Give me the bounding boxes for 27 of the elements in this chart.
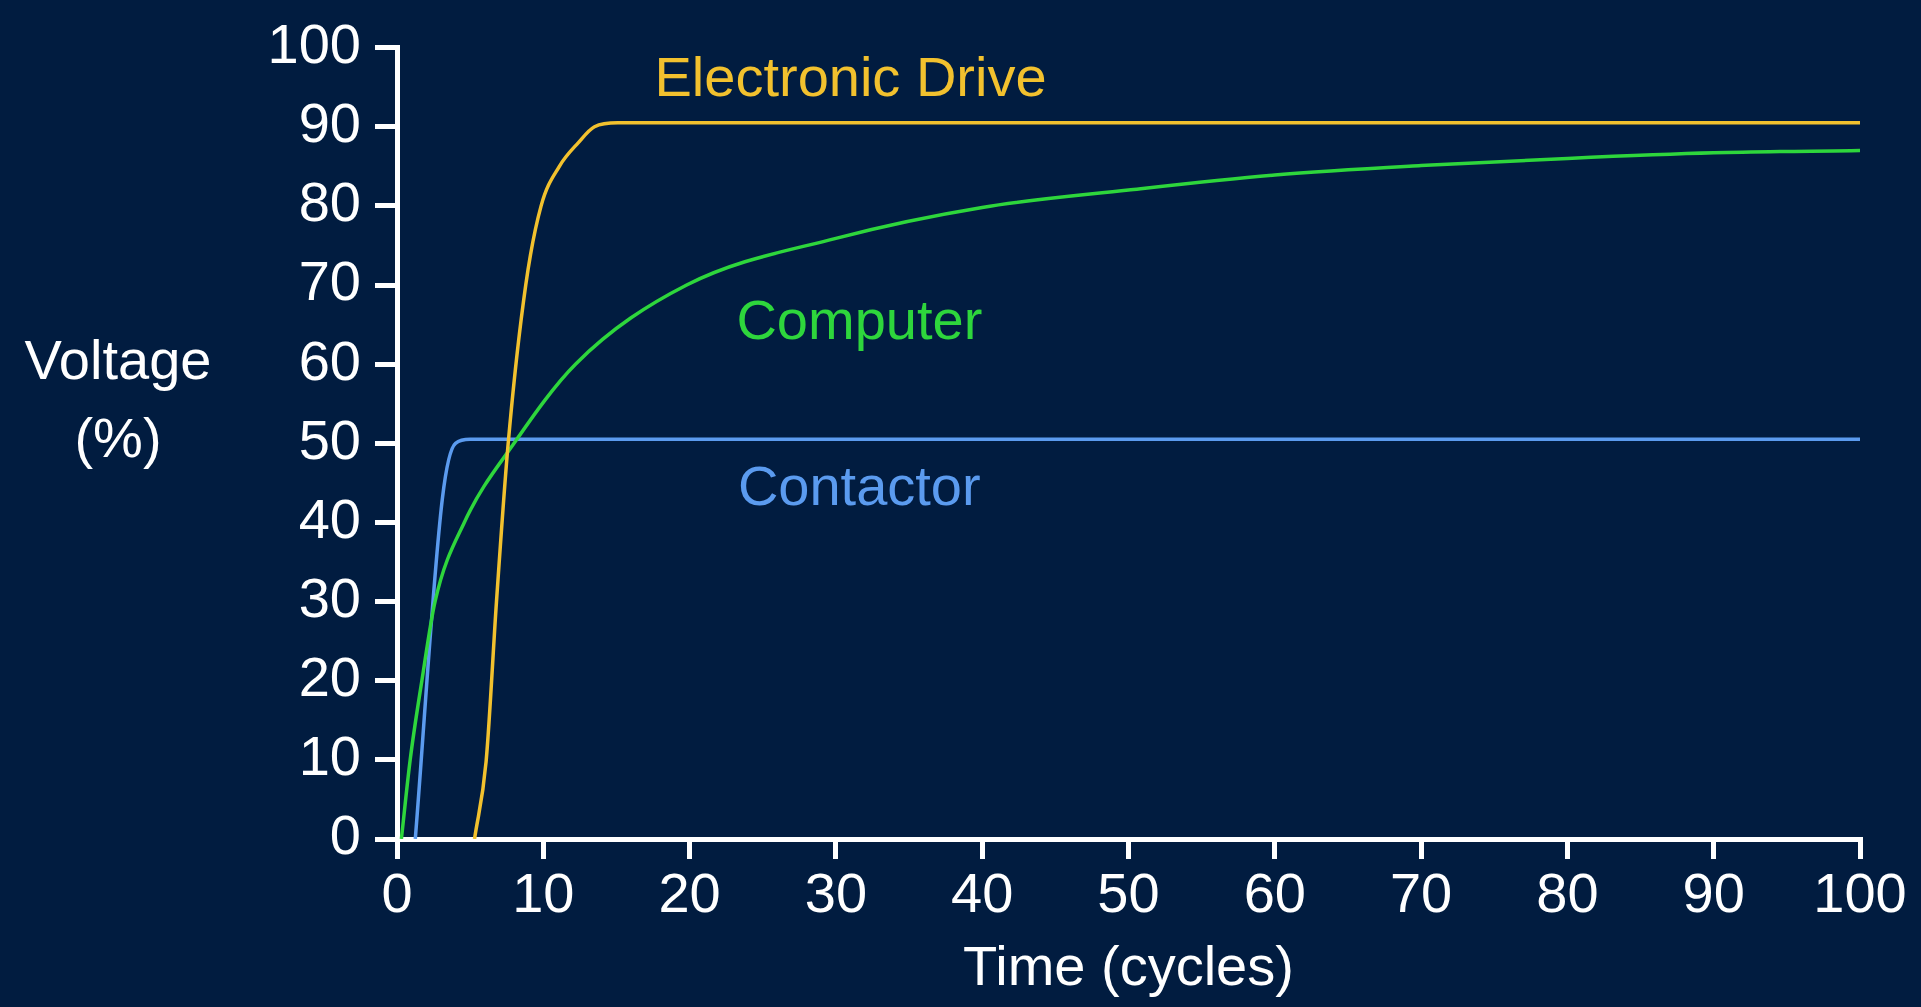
y-tick-label: 20 bbox=[298, 645, 361, 709]
x-tick-label: 0 bbox=[381, 861, 413, 925]
y-tick-label: 30 bbox=[298, 566, 361, 630]
y-tick-label: 70 bbox=[298, 249, 361, 313]
series-label: Contactor bbox=[737, 453, 981, 517]
y-tick-label: 60 bbox=[298, 328, 361, 392]
y-axis-title: Voltage (%) bbox=[24, 327, 212, 469]
x-tick-label: 10 bbox=[512, 861, 575, 925]
y-tick-label: 100 bbox=[267, 12, 361, 76]
y-tick-label: 40 bbox=[298, 486, 361, 550]
x-tick-label: 100 bbox=[1813, 861, 1907, 925]
x-tick-label: 70 bbox=[1389, 861, 1453, 925]
x-tick-label: 40 bbox=[951, 861, 1014, 925]
series-label: Electronic Drive bbox=[654, 45, 1047, 109]
x-tick-label: 90 bbox=[1682, 861, 1745, 925]
y-tick-label: 10 bbox=[298, 724, 361, 788]
x-tick-label: 80 bbox=[1536, 861, 1599, 925]
series-label: Computer bbox=[736, 287, 983, 351]
x-tick-label: 60 bbox=[1243, 861, 1306, 925]
x-tick-label: 20 bbox=[658, 861, 721, 925]
y-tick-label: 80 bbox=[298, 170, 361, 234]
y-tick-label: 50 bbox=[298, 407, 361, 471]
x-tick-label: 50 bbox=[1097, 861, 1160, 925]
y-tick-label: 90 bbox=[298, 91, 361, 155]
y-tick-label: 0 bbox=[329, 803, 361, 867]
x-tick-label: 30 bbox=[804, 861, 868, 925]
x-axis-title: Time (cycles) bbox=[963, 933, 1294, 997]
